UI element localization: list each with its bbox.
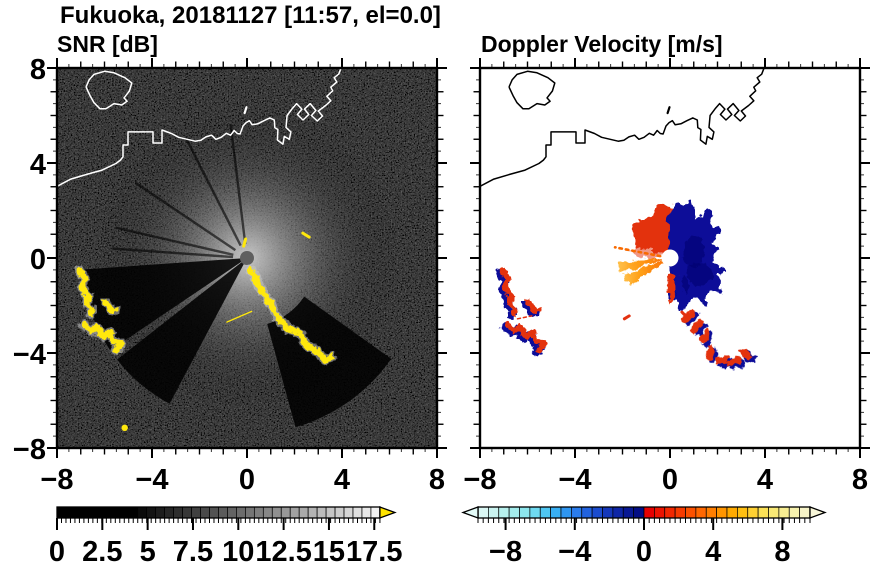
velocity-echo <box>504 321 548 354</box>
y-tick-label: −8 <box>12 434 46 466</box>
underflow-arrow <box>461 506 479 519</box>
x-tick-label: 0 <box>661 464 679 496</box>
snr-echo <box>101 299 119 315</box>
x-tick-label: −8 <box>463 464 497 496</box>
snr-echo <box>246 265 334 364</box>
colorbar-tick-label: −8 <box>489 536 523 568</box>
x-tick-label: 4 <box>756 464 774 496</box>
radar-origin <box>240 251 254 265</box>
colorbar-tick-label: 0 <box>635 536 653 568</box>
colorbar-tick-label: 7.5 <box>172 536 214 568</box>
coastline <box>480 68 765 187</box>
y-tick-label: −4 <box>12 339 46 371</box>
x-tick-label: 4 <box>333 464 351 496</box>
velocity-away-fan <box>633 203 672 258</box>
plot-frame <box>55 66 439 450</box>
plot-frame <box>478 66 862 450</box>
colorbar-tick-label: −4 <box>558 536 592 568</box>
x-tick-label: 8 <box>851 464 869 496</box>
velocity-echo <box>524 299 542 315</box>
snr-plot <box>47 58 447 458</box>
y-tick-label: 8 <box>29 54 46 86</box>
overflow-arrow <box>809 506 827 519</box>
x-tick-label: −8 <box>40 464 74 496</box>
coastline <box>57 68 342 187</box>
colorbar-tick-label: 0 <box>48 536 66 568</box>
colorbar-tick-label: 8 <box>774 536 791 568</box>
x-tick-label: −4 <box>558 464 592 496</box>
x-tick-label: 8 <box>428 464 446 496</box>
radar-origin-hole <box>661 249 679 267</box>
overflow-arrow <box>379 506 397 519</box>
velocity-echo <box>498 267 519 317</box>
x-tick-label: 0 <box>238 464 256 496</box>
velocity-plot <box>470 58 870 458</box>
snr-echo <box>81 321 125 354</box>
colorbar-tick-label: 4 <box>705 536 722 568</box>
colorbar-tick-label: 10 <box>222 536 255 568</box>
x-tick-label: −4 <box>135 464 169 496</box>
velocity-orange-fan <box>623 258 670 287</box>
snr-echo <box>75 267 96 318</box>
velocity-orange-fan <box>618 258 670 274</box>
colorbar-tick-label: 5 <box>139 536 156 568</box>
panel-title-snr: SNR [dB] <box>57 31 158 57</box>
figure-title: Fukuoka, 20181127 [11:57, el=0.0] <box>60 2 441 29</box>
colorbar-tick-label: 12.5 <box>255 536 312 568</box>
y-tick-label: 0 <box>29 244 46 276</box>
colorbar-tick-label: 17.5 <box>346 536 403 568</box>
velocity-colorbar <box>461 506 827 530</box>
panel-title-velocity: Doppler Velocity [m/s] <box>481 31 723 57</box>
snr-colorbar <box>56 506 397 530</box>
colorbar-tick-label: 2.5 <box>82 536 123 568</box>
y-tick-label: 4 <box>29 149 46 181</box>
colorbar-tick-label: 15 <box>312 536 346 568</box>
